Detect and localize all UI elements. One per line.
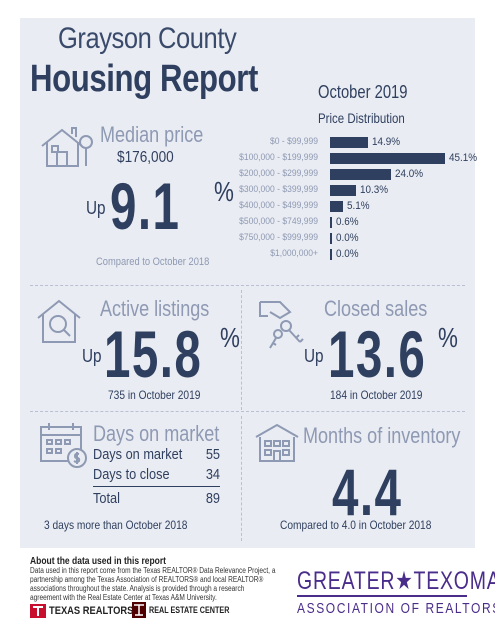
dom-row-value: 34	[205, 466, 220, 483]
price-distribution-title: Price Distribution	[318, 110, 405, 126]
section-divider	[30, 285, 465, 286]
dom-row-label: Days on market	[93, 446, 183, 463]
median-price-heading: Median price	[100, 122, 204, 147]
bar-label: $0 - $99,999	[269, 136, 318, 147]
bar-label: $750,000 - $999,999	[239, 232, 318, 243]
column-divider	[241, 416, 242, 541]
bar-label: $400,000 - $499,999	[239, 200, 318, 211]
association-name-line2: ASSOCIATION OF REALTORS	[297, 600, 495, 617]
section-divider	[30, 411, 465, 412]
bar-value-label: 24.0%	[395, 168, 424, 180]
bar	[330, 201, 343, 212]
bar-label: $500,000 - $749,999	[239, 216, 318, 227]
median-price-change: 9.1	[110, 169, 181, 243]
closed-sales-percent: %	[438, 322, 458, 353]
bar-value-label: 0.0%	[336, 232, 359, 244]
closed-sales-direction: Up	[304, 346, 324, 366]
bar-value-label: 5.1%	[347, 200, 370, 212]
bar	[330, 249, 332, 260]
bar-label: $200,000 - $299,999	[239, 168, 318, 179]
bar-value-label: 45.1%	[449, 152, 478, 164]
median-price-note: Compared to October 2018	[96, 256, 210, 268]
title-line-1: Grayson County	[58, 22, 237, 55]
dom-row-value: 55	[205, 446, 220, 463]
texas-realtors-text: TEXAS REALTORS	[49, 605, 134, 617]
active-listings-heading: Active listings	[100, 296, 210, 321]
months-inventory-note: Compared to 4.0 in October 2018	[280, 518, 432, 532]
association-name-line1: GREATER★TEXOMA	[297, 567, 495, 595]
bar-label: $100,000 - $199,999	[239, 152, 318, 163]
real-estate-center-logo: REAL ESTATE CENTER	[132, 602, 232, 622]
bar	[330, 153, 445, 164]
closed-sales-note: 184 in October 2019	[330, 388, 423, 402]
report-period: October 2019	[318, 82, 408, 102]
active-listings-change: 15.8	[104, 317, 203, 391]
dom-row-label: Days to close	[93, 466, 170, 483]
bar-value-label: 0.0%	[336, 248, 359, 260]
report-panel: Grayson County Housing Report October 20…	[20, 18, 477, 548]
association-rule	[297, 595, 467, 597]
bar-value-label: 0.6%	[336, 216, 359, 228]
column-divider	[241, 290, 242, 410]
active-listings-note: 735 in October 2019	[108, 388, 201, 402]
building-icon	[255, 423, 299, 462]
about-text: Data used in this report come from the T…	[30, 566, 276, 602]
bar	[330, 233, 332, 244]
bar-value-label: 14.9%	[371, 136, 401, 148]
about-title: About the data used in this report	[30, 556, 167, 567]
tamu-mark-icon	[132, 602, 146, 618]
title-line-2: Housing Report	[30, 58, 258, 100]
median-price-value: $176,000	[117, 149, 174, 166]
months-inventory-value: 4.4	[332, 455, 403, 529]
days-on-market-heading: Days on market	[93, 421, 220, 446]
median-price-direction: Up	[86, 198, 106, 218]
closed-sales-heading: Closed sales	[324, 296, 428, 321]
bar	[330, 169, 392, 180]
magnifier-house-icon	[37, 299, 81, 343]
bar-value-label: 10.3%	[360, 184, 389, 196]
hand-keys-icon	[259, 301, 304, 349]
active-listings-percent: %	[220, 322, 240, 353]
bar	[330, 185, 357, 196]
dom-total-label: Total	[93, 490, 120, 507]
bar-label: $1,000,000+	[270, 248, 318, 259]
calendar-dollar-icon	[40, 423, 87, 468]
real-estate-center-text: REAL ESTATE CENTER	[149, 605, 230, 615]
bar	[330, 217, 332, 228]
days-on-market-note: 3 days more than October 2018	[44, 518, 188, 532]
median-price-percent: %	[214, 176, 234, 207]
bar	[330, 137, 368, 148]
active-listings-direction: Up	[82, 346, 102, 366]
house-icon	[41, 127, 93, 167]
texas-realtors-mark-icon	[30, 604, 46, 618]
bar-label: $300,000 - $399,999	[239, 184, 318, 195]
months-inventory-heading: Months of inventory	[303, 423, 461, 448]
texas-realtors-logo: TEXAS REALTORS	[30, 604, 133, 620]
price-distribution-chart: $0 - $99,999 14.9% $100,000 - $199,999 4…	[220, 134, 477, 284]
dom-total-value: 89	[205, 490, 220, 507]
total-divider	[93, 486, 220, 487]
closed-sales-change: 13.6	[328, 317, 427, 391]
